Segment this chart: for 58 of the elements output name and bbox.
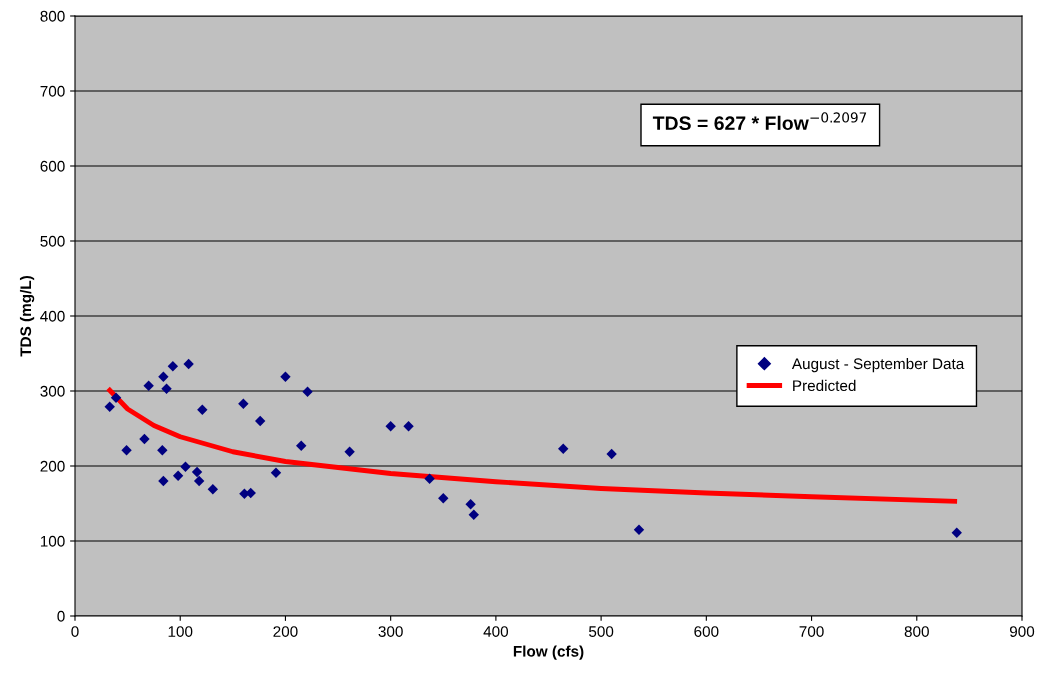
point xyxy=(951,527,962,538)
x-tick-label: 300 xyxy=(378,626,403,637)
legend-label: August - September Data xyxy=(791,357,965,373)
point xyxy=(191,466,203,478)
x-tick-label: 200 xyxy=(273,626,298,637)
y-tick-label: 800 xyxy=(40,10,65,22)
point xyxy=(157,445,168,456)
point xyxy=(633,524,645,535)
point xyxy=(207,484,219,495)
legend-label: Predicted xyxy=(793,379,856,392)
point xyxy=(558,443,569,454)
y-tick-label: 300 xyxy=(40,385,65,397)
point xyxy=(465,499,476,510)
y-tick-label: 0 xyxy=(57,610,65,622)
x-tick-label: 800 xyxy=(904,626,929,637)
point xyxy=(161,383,172,394)
y-tick-label: 100 xyxy=(40,535,65,547)
x-tick-label: 900 xyxy=(1009,626,1035,637)
point xyxy=(172,470,184,481)
point xyxy=(158,371,169,382)
y-tick-label: 500 xyxy=(40,235,65,247)
y-tick-label: 700 xyxy=(40,85,65,97)
point xyxy=(121,445,132,456)
point xyxy=(468,509,479,520)
point xyxy=(158,475,169,487)
point xyxy=(438,493,449,504)
point xyxy=(403,421,414,432)
y-tick-label: 600 xyxy=(40,160,65,172)
point xyxy=(302,386,313,397)
point xyxy=(254,415,266,427)
point xyxy=(139,433,150,445)
x-tick-label: 500 xyxy=(588,626,614,637)
point xyxy=(296,440,307,451)
point xyxy=(270,467,282,478)
point xyxy=(280,371,291,382)
point xyxy=(197,404,208,415)
point xyxy=(104,401,115,412)
x-tick-label: 100 xyxy=(168,626,193,637)
x-tick-label: 400 xyxy=(483,626,509,637)
point xyxy=(385,421,396,432)
point xyxy=(143,380,154,391)
x-tick-label: 600 xyxy=(694,626,719,637)
point xyxy=(193,475,205,487)
point xyxy=(238,398,249,409)
x-tick-label: 0 xyxy=(71,626,79,637)
y-tick-label: 400 xyxy=(40,310,65,322)
point xyxy=(167,361,179,372)
point xyxy=(606,448,617,460)
point xyxy=(344,446,355,457)
x-tick-label: 700 xyxy=(799,626,824,637)
y-tick-label: 200 xyxy=(40,460,65,472)
y-axis-title: TDS (mg/L) xyxy=(19,276,35,357)
point xyxy=(180,461,191,472)
point xyxy=(183,358,194,370)
x-axis-title: Flow (cfs) xyxy=(513,645,584,660)
annotation: TDS = 627 * Flow$^{−0.2097}$ xyxy=(652,112,867,131)
point xyxy=(110,392,122,403)
point xyxy=(424,473,435,484)
